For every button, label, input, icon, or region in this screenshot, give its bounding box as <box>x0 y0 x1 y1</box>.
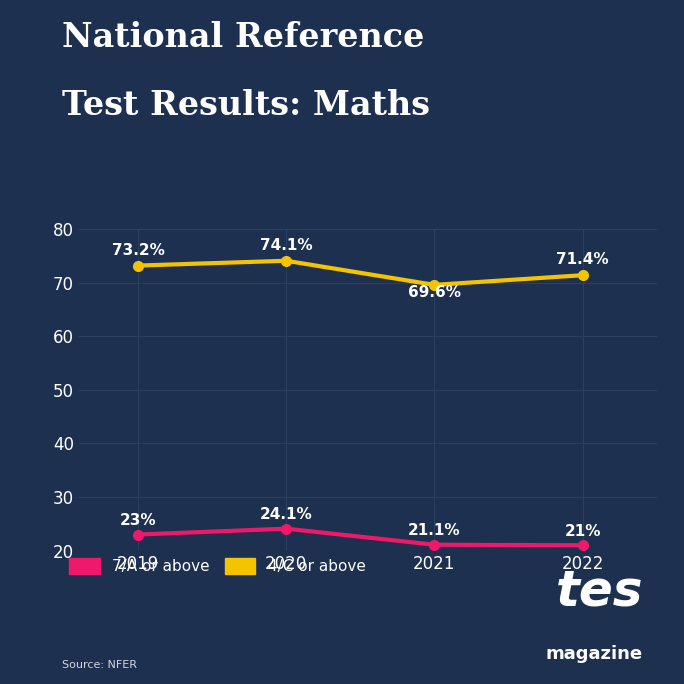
Text: 24.1%: 24.1% <box>260 508 313 522</box>
Text: tes: tes <box>555 568 643 616</box>
Text: 69.6%: 69.6% <box>408 285 461 300</box>
Text: 23%: 23% <box>120 513 156 528</box>
Text: magazine: magazine <box>546 646 643 663</box>
Text: 73.2%: 73.2% <box>111 243 164 258</box>
Text: National Reference: National Reference <box>62 21 424 53</box>
Text: 71.4%: 71.4% <box>556 252 609 267</box>
Text: Source: NFER: Source: NFER <box>62 660 137 670</box>
Text: 21.1%: 21.1% <box>408 523 460 538</box>
Text: Test Results: Maths: Test Results: Maths <box>62 89 430 122</box>
Text: 74.1%: 74.1% <box>260 238 313 252</box>
Text: 21%: 21% <box>564 524 601 539</box>
Legend: 7/A or above, 4/C or above: 7/A or above, 4/C or above <box>69 558 365 575</box>
